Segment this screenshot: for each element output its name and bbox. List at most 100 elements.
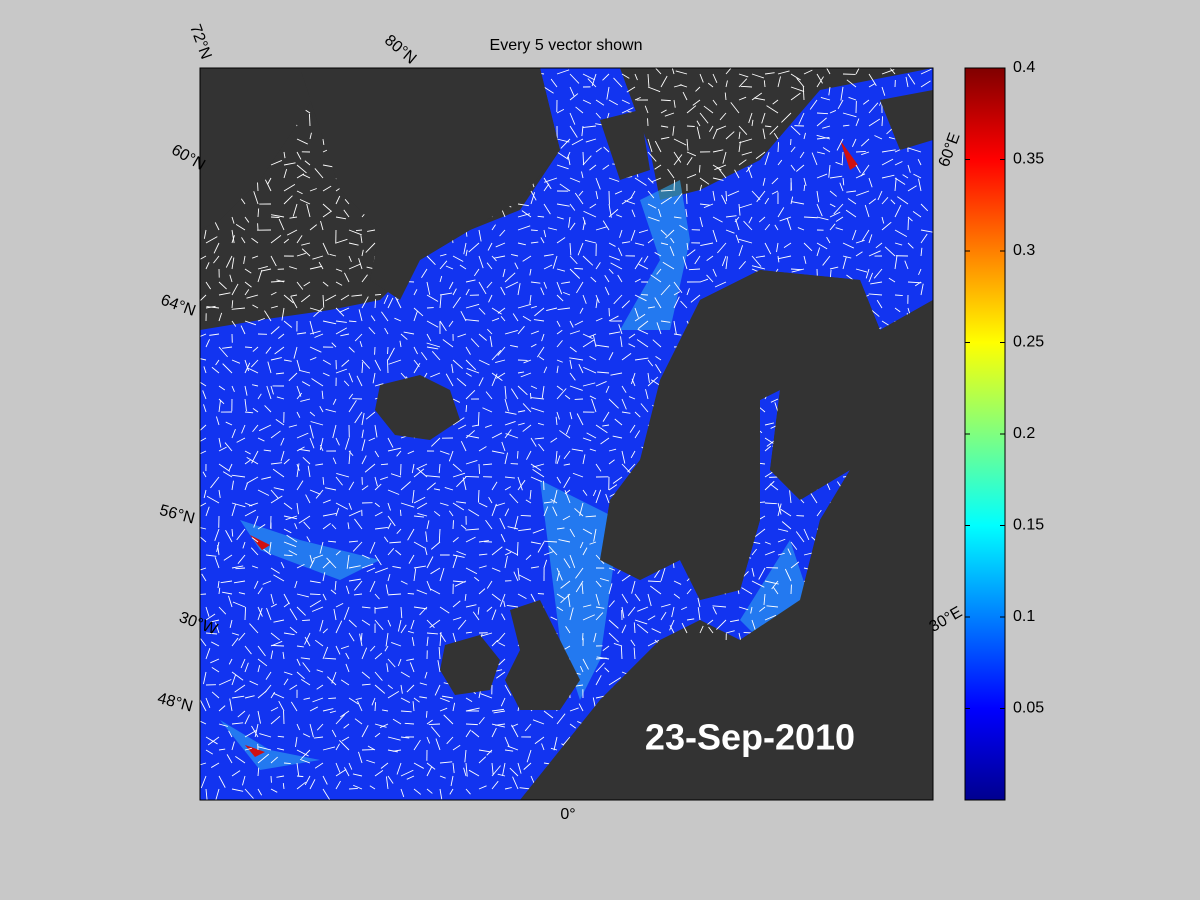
vector: [662, 261, 675, 270]
graticule-label: 72°N: [186, 22, 214, 61]
vector: [633, 647, 636, 660]
vector: [452, 502, 465, 511]
vector: [231, 503, 236, 517]
vector: [538, 356, 545, 361]
vector: [478, 502, 488, 508]
vector: [366, 567, 376, 573]
vector: [608, 255, 621, 261]
vector: [582, 216, 586, 225]
vector: [789, 490, 792, 504]
vector: [826, 483, 831, 491]
vector: [296, 432, 309, 439]
vector: [211, 366, 220, 374]
vector: [543, 86, 554, 94]
vector: [920, 283, 924, 296]
vector: [413, 496, 426, 504]
vector: [314, 168, 324, 179]
vector: [452, 555, 458, 569]
vector: [493, 710, 506, 714]
vector: [530, 385, 538, 390]
vector: [413, 515, 425, 518]
vector: [439, 707, 448, 712]
vector: [289, 684, 298, 690]
vector: [286, 229, 298, 236]
vector: [673, 179, 676, 192]
vector: [368, 327, 376, 335]
vector: [543, 264, 553, 270]
vector: [257, 587, 263, 595]
vector: [504, 272, 516, 283]
vector: [517, 213, 531, 218]
vector: [633, 622, 636, 634]
vector: [764, 242, 772, 255]
vector: [803, 177, 807, 186]
vector: [209, 333, 220, 336]
vector: [361, 563, 374, 569]
vector: [511, 253, 519, 257]
vector: [348, 787, 358, 790]
vector: [303, 521, 311, 530]
vector: [413, 739, 421, 751]
vector: [512, 313, 519, 322]
vector: [559, 430, 571, 439]
vector: [751, 548, 757, 556]
vector: [283, 168, 288, 179]
vector: [218, 385, 226, 391]
vector: [387, 658, 396, 668]
vector: [465, 729, 472, 738]
vector: [555, 450, 558, 464]
vector: [296, 502, 299, 515]
vector: [816, 509, 822, 517]
vector: [565, 424, 571, 435]
vector: [296, 359, 301, 371]
vector: [809, 491, 818, 504]
vector: [621, 300, 631, 309]
vector: [522, 403, 532, 413]
vector: [707, 82, 714, 88]
vector: [511, 724, 519, 738]
vector: [244, 714, 250, 725]
vector: [553, 736, 558, 751]
vector: [621, 606, 625, 619]
vector: [231, 788, 244, 792]
vector: [283, 678, 289, 686]
vector: [651, 177, 662, 183]
vector: [556, 411, 560, 420]
vector: [595, 662, 605, 673]
vector: [530, 229, 538, 232]
vector: [543, 506, 549, 517]
vector: [474, 576, 480, 582]
vector: [400, 580, 408, 585]
vector: [569, 112, 576, 125]
vector: [612, 435, 623, 439]
vector: [460, 441, 467, 452]
vector: [200, 358, 207, 361]
vector: [654, 297, 662, 309]
vector: [442, 339, 454, 348]
vector: [438, 528, 441, 543]
vector: [244, 645, 252, 655]
vector: [865, 268, 870, 279]
vector: [283, 528, 292, 534]
vector: [313, 736, 324, 739]
graticule-label: 80°N: [381, 32, 419, 68]
vector: [634, 177, 647, 186]
vector: [246, 367, 259, 374]
vector: [452, 554, 465, 558]
vector: [400, 333, 408, 340]
vector: [504, 486, 512, 491]
vector: [738, 131, 741, 140]
vector: [218, 463, 231, 472]
vector: [309, 593, 321, 596]
vector: [610, 262, 623, 270]
vector: [781, 521, 792, 530]
vector: [759, 606, 766, 612]
vector: [242, 775, 246, 786]
vector: [712, 605, 727, 608]
vector: [235, 567, 246, 570]
vector: [407, 630, 415, 634]
vector: [335, 281, 343, 286]
vector: [477, 606, 480, 615]
vector: [236, 528, 246, 541]
vector: [334, 580, 337, 591]
